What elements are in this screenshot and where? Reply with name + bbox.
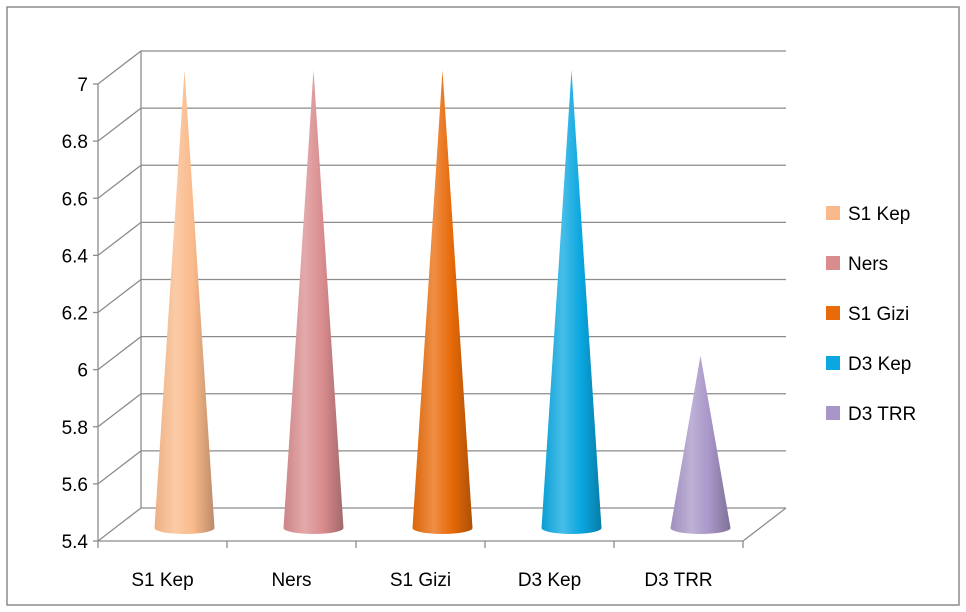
y-tick-label: 5.6 bbox=[62, 475, 88, 496]
y-tick-label: 7 bbox=[77, 75, 88, 96]
cone-d3-trr bbox=[670, 355, 731, 534]
legend-label: D3 TRR bbox=[848, 404, 916, 425]
legend-swatch bbox=[826, 206, 840, 220]
y-tick-labels: 5.4 5.6 5.8 6 6.2 6.4 6.6 6.8 7 bbox=[62, 75, 89, 553]
x-tick-labels: S1 Kep Ners S1 Gizi D3 Kep D3 TRR bbox=[131, 570, 712, 591]
x-tick-label: S1 Gizi bbox=[390, 570, 451, 591]
cone-d3-kep bbox=[541, 70, 602, 534]
legend: S1 Kep Ners S1 Gizi D3 Kep D3 TRR bbox=[826, 204, 916, 425]
legend-swatch bbox=[826, 306, 840, 320]
legend-label: S1 Kep bbox=[848, 204, 910, 225]
y-tick-label: 6.2 bbox=[62, 304, 88, 325]
y-tick-label: 6.6 bbox=[62, 189, 88, 210]
legend-label: S1 Gizi bbox=[848, 304, 909, 325]
x-tick-label: Ners bbox=[271, 570, 311, 591]
legend-swatch bbox=[826, 406, 840, 420]
legend-label: D3 Kep bbox=[848, 354, 911, 375]
axes bbox=[93, 51, 787, 548]
legend-label: Ners bbox=[848, 254, 888, 275]
cone-s1-kep bbox=[154, 70, 215, 534]
y-tick-label: 6.8 bbox=[62, 132, 88, 153]
y-tick-label: 6 bbox=[77, 361, 88, 382]
y-tick-label: 5.4 bbox=[62, 532, 89, 553]
x-tick-label: D3 TRR bbox=[644, 570, 712, 591]
chart-border bbox=[6, 6, 960, 606]
x-tick-label: D3 Kep bbox=[518, 570, 581, 591]
y-tick-label: 5.8 bbox=[62, 418, 88, 439]
x-tick-label: S1 Kep bbox=[131, 570, 193, 591]
legend-swatch bbox=[826, 256, 840, 270]
legend-swatch bbox=[826, 356, 840, 370]
cones bbox=[154, 70, 731, 534]
cone-ners bbox=[283, 70, 344, 534]
y-tick-label: 6.4 bbox=[62, 246, 89, 267]
cone-s1-gizi bbox=[412, 70, 473, 534]
